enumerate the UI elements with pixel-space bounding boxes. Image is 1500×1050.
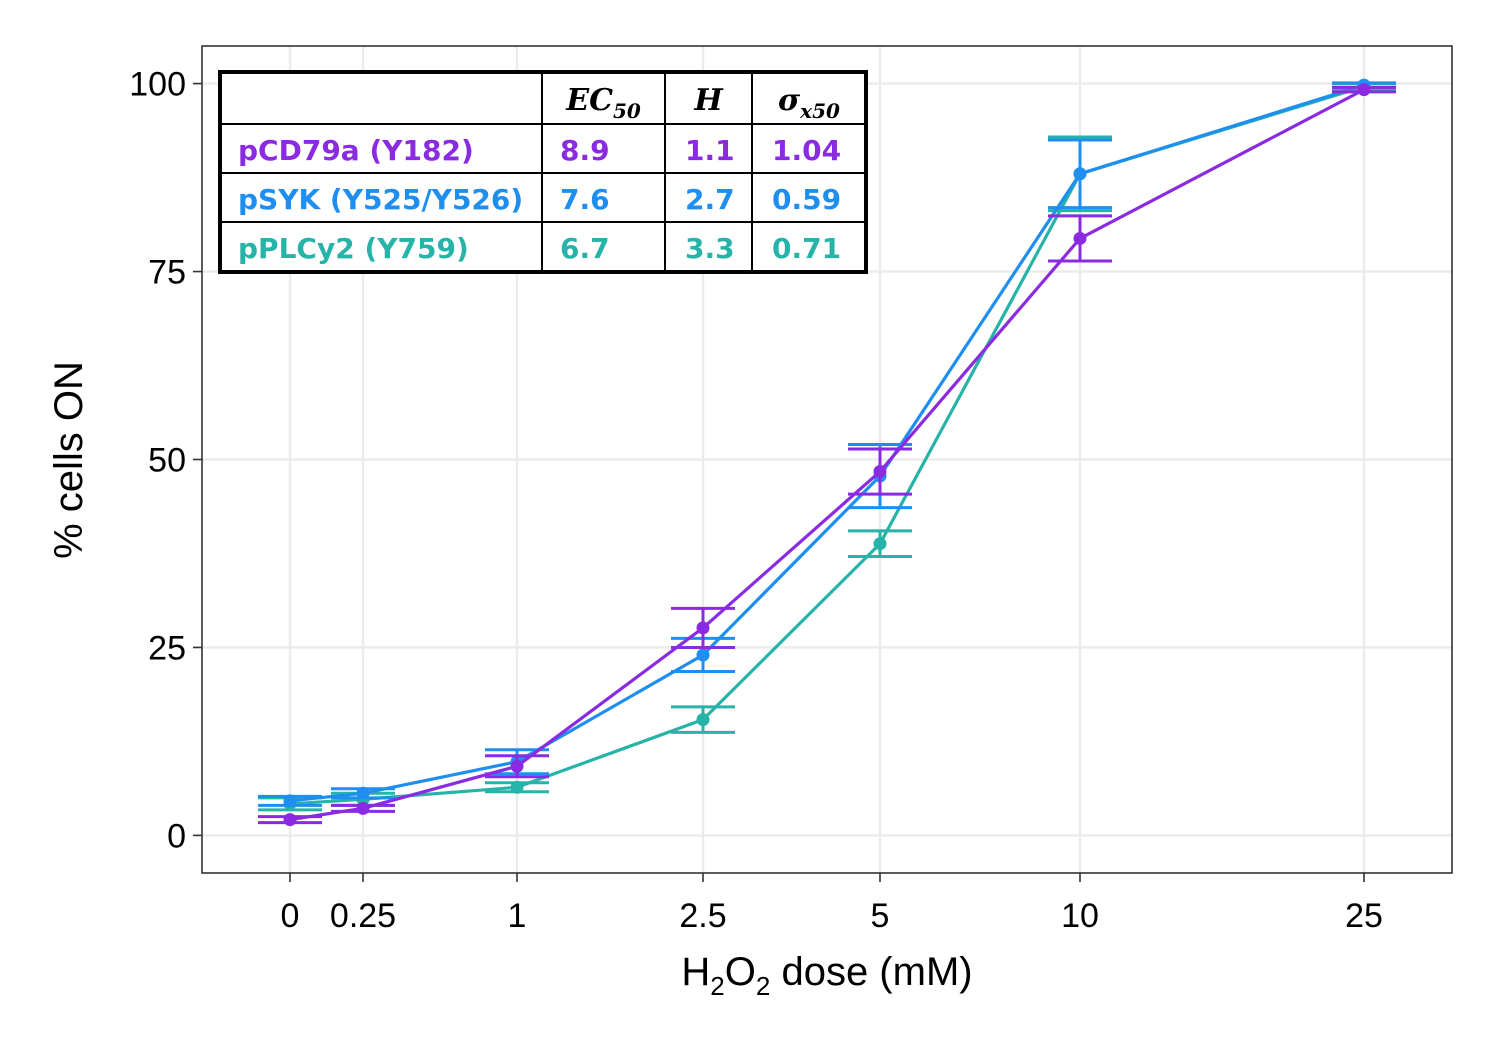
table-header-col2: H (693, 83, 724, 118)
table-cell-h: 2.7 (685, 183, 735, 216)
series-layer (258, 78, 1396, 827)
y-tick-label: 0 (167, 817, 186, 855)
series-pcd79a-y182 (258, 83, 1396, 827)
table-border (218, 70, 868, 274)
data-point (696, 648, 710, 662)
x-tick-label: 10 (1061, 897, 1099, 935)
y-tick-label: 25 (148, 629, 186, 667)
data-point (873, 465, 887, 479)
table-cell-h: 3.3 (685, 232, 735, 265)
data-point (873, 537, 887, 551)
table-cell-sigma: 0.59 (772, 183, 841, 216)
table-cell-ec50: 6.7 (560, 232, 610, 265)
table-cell-ec50: 7.6 (560, 183, 610, 216)
data-point (696, 713, 710, 727)
data-point (356, 801, 370, 815)
x-axis-title: H2O2 dose (mM) (681, 950, 972, 1001)
table-cell-label: pSYK (Y525/Y526) (238, 183, 523, 216)
table-cell-sigma: 0.71 (772, 232, 841, 265)
data-point (283, 794, 297, 808)
axes: 0 25 50 75 100 0 0.25 1 2.5 5 10 25 (129, 66, 1383, 935)
data-point (1073, 231, 1087, 245)
table-cell-label: pCD79a (Y182) (238, 134, 474, 167)
data-point (1357, 83, 1371, 97)
x-tick-label: 2.5 (679, 897, 726, 935)
x-tick-label: 25 (1345, 897, 1383, 935)
table-cell-h: 1.1 (685, 134, 735, 167)
data-point (510, 759, 524, 773)
table-header-col1: EC50 (565, 83, 641, 123)
y-tick-label: 75 (148, 254, 186, 292)
x-tick-label: 0 (281, 897, 300, 935)
table-cell-ec50: 8.9 (560, 134, 610, 167)
data-point (283, 813, 297, 827)
x-tick-label: 0.25 (330, 897, 396, 935)
y-tick-label: 100 (129, 66, 186, 104)
table-cell-sigma: 1.04 (772, 134, 841, 167)
x-tick-label: 1 (508, 897, 527, 935)
data-point (356, 786, 370, 800)
table-cell-label: pPLCy2 (Y759) (238, 232, 469, 265)
x-tick-label: 5 (871, 897, 890, 935)
data-point (1073, 167, 1087, 181)
data-point (696, 621, 710, 635)
table-header-col3: σx50 (778, 83, 840, 123)
data-point (510, 780, 524, 794)
y-tick-label: 50 (148, 442, 186, 480)
y-axis-title: % cells ON (47, 361, 91, 559)
